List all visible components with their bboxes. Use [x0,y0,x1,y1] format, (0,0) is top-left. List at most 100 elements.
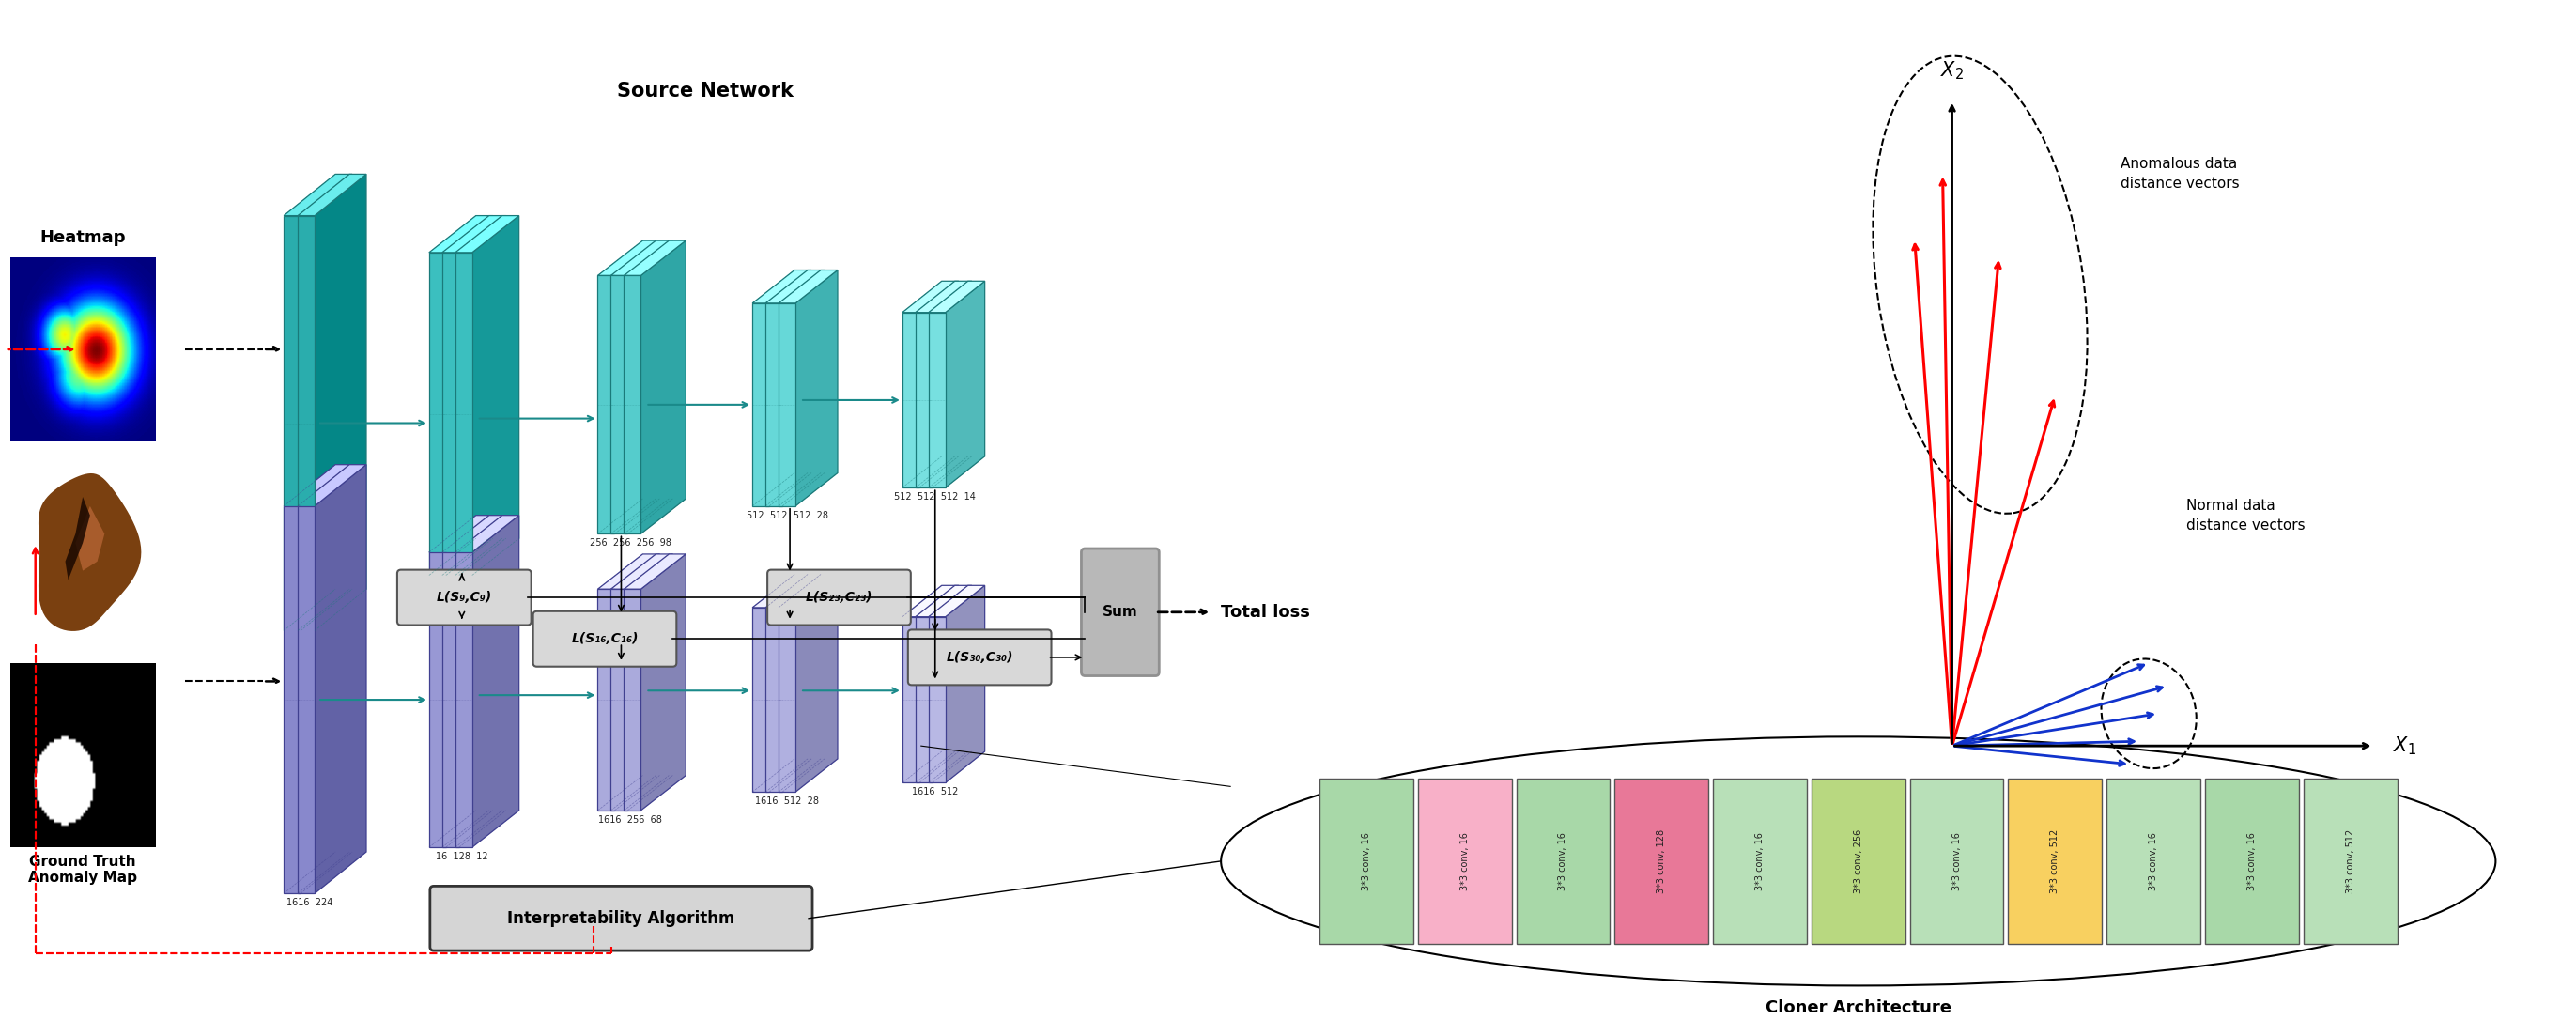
Text: 1616  256  68: 1616 256 68 [598,815,662,824]
FancyBboxPatch shape [1082,549,1159,676]
Text: L(S₂₃,C₂₃): L(S₂₃,C₂₃) [806,591,873,604]
Text: 1616  512  28: 1616 512 28 [755,797,819,806]
Polygon shape [598,590,616,811]
Polygon shape [456,253,471,575]
Polygon shape [927,282,984,312]
Polygon shape [430,253,446,575]
Text: $X_1$: $X_1$ [2393,734,2416,757]
Text: 3*3 conv, 256: 3*3 conv, 256 [1855,829,1862,894]
Polygon shape [598,241,659,275]
Polygon shape [623,554,685,590]
Polygon shape [443,515,505,552]
Polygon shape [914,617,933,782]
Polygon shape [299,215,314,630]
Polygon shape [783,270,824,506]
FancyBboxPatch shape [1319,778,1414,945]
Text: $X_2$: $X_2$ [1940,60,1963,82]
Polygon shape [459,515,505,848]
FancyBboxPatch shape [2303,778,2398,945]
Text: 3*3 conv, 16: 3*3 conv, 16 [2148,832,2159,890]
Polygon shape [641,554,685,811]
Polygon shape [430,515,492,552]
Polygon shape [283,174,353,215]
Polygon shape [752,270,811,303]
Polygon shape [778,303,796,506]
Text: Interpretability Algorithm: Interpretability Algorithm [507,910,734,927]
Polygon shape [765,303,783,506]
Text: Source Network: Source Network [618,82,793,101]
Text: 3*3 conv, 512: 3*3 conv, 512 [2347,829,2354,894]
Polygon shape [301,465,353,894]
Polygon shape [770,574,811,792]
Polygon shape [623,590,641,811]
Text: 128  128  12: 128 128 12 [433,580,492,590]
FancyBboxPatch shape [397,570,531,625]
FancyBboxPatch shape [907,629,1051,685]
Text: 512  512  512  28: 512 512 512 28 [747,511,827,520]
Polygon shape [765,270,824,303]
Text: Anomalous data
distance vectors: Anomalous data distance vectors [2120,157,2239,191]
Polygon shape [283,506,301,894]
Polygon shape [641,241,685,533]
Polygon shape [927,585,984,617]
Text: Cloner Network: Cloner Network [598,907,757,925]
Polygon shape [933,282,971,488]
Polygon shape [796,574,837,792]
FancyBboxPatch shape [1909,778,2004,945]
Polygon shape [443,215,505,253]
FancyBboxPatch shape [2009,778,2102,945]
Text: 1616  224: 1616 224 [286,898,332,908]
Text: Heatmap: Heatmap [39,230,126,246]
FancyBboxPatch shape [1517,778,1610,945]
Polygon shape [430,552,446,848]
Polygon shape [314,465,366,894]
Polygon shape [471,515,518,848]
Polygon shape [933,585,971,782]
Polygon shape [914,312,933,488]
Text: 3*3 conv, 512: 3*3 conv, 512 [2050,829,2061,894]
FancyBboxPatch shape [2205,778,2298,945]
Text: 3*3 conv, 16: 3*3 conv, 16 [1754,832,1765,890]
Polygon shape [914,585,971,617]
Text: 1616  512: 1616 512 [912,787,958,797]
Text: 3*3 conv, 16: 3*3 conv, 16 [1953,832,1960,890]
Polygon shape [598,275,616,533]
Polygon shape [770,270,811,506]
FancyBboxPatch shape [1713,778,1806,945]
Text: Sample: Sample [49,521,113,539]
Polygon shape [616,241,659,533]
Polygon shape [616,554,659,811]
Polygon shape [299,506,314,894]
FancyBboxPatch shape [768,570,912,625]
Text: 3*3 conv, 16: 3*3 conv, 16 [1461,832,1468,890]
Text: Sum: Sum [1103,605,1139,619]
Polygon shape [752,608,770,792]
FancyBboxPatch shape [1615,778,1708,945]
Polygon shape [611,275,629,533]
Polygon shape [796,270,837,506]
FancyBboxPatch shape [1811,778,1906,945]
Text: 256  256  256  98: 256 256 256 98 [590,539,672,548]
Polygon shape [945,585,984,782]
Text: 512  512  512  14: 512 512 512 14 [894,493,976,502]
Polygon shape [611,590,629,811]
Polygon shape [902,617,920,782]
FancyBboxPatch shape [430,886,811,951]
FancyBboxPatch shape [1417,778,1512,945]
Polygon shape [301,174,353,630]
Polygon shape [446,515,492,848]
Polygon shape [902,312,920,488]
Polygon shape [459,215,505,575]
Polygon shape [927,312,945,488]
Polygon shape [299,465,366,506]
Polygon shape [752,574,811,608]
Text: 3*3 conv, 16: 3*3 conv, 16 [1363,832,1370,890]
Polygon shape [314,174,366,630]
Polygon shape [623,241,685,275]
Text: 64  64  224: 64 64 224 [283,635,335,645]
Text: Cloner Architecture: Cloner Architecture [1765,1000,1950,1016]
Polygon shape [927,617,945,782]
Polygon shape [945,282,984,488]
Polygon shape [920,585,958,782]
Polygon shape [283,465,353,506]
